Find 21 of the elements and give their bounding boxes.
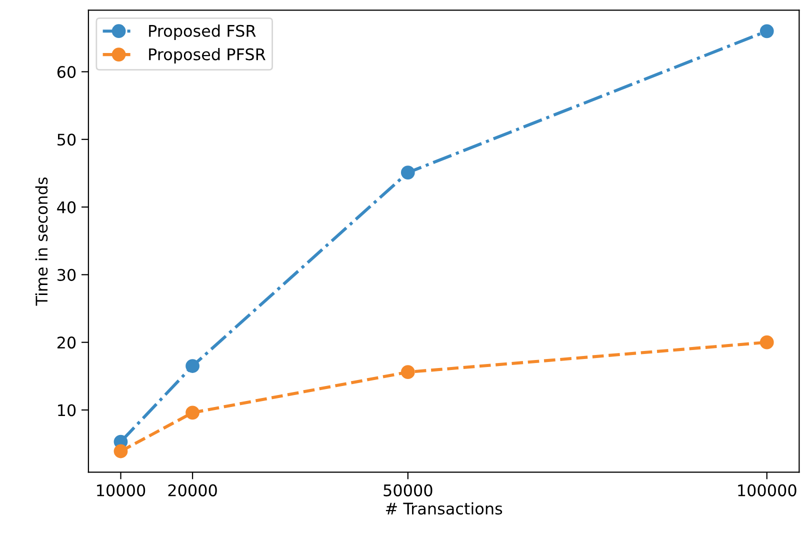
legend-label: Proposed FSR (149, 24, 256, 40)
legend-label: Proposed PFSR (149, 48, 266, 64)
y-tick-label: 60 (57, 66, 76, 78)
y-axis-title: Time in seconds (35, 177, 48, 306)
point (400, 166, 415, 180)
point (760, 335, 774, 350)
y-tick-label: 40 (57, 201, 76, 214)
y-tick-label: 50 (58, 134, 76, 146)
point (400, 365, 415, 380)
x-tick-label: 10000 (97, 484, 146, 496)
x-tick-label: 20000 (168, 484, 217, 496)
y-tick-label: 30 (58, 268, 76, 281)
point (114, 444, 128, 458)
x-tick-label: 100000 (738, 484, 796, 496)
x-tick-label: 50000 (384, 484, 432, 496)
y-tick-label: 10 (58, 404, 76, 416)
point (186, 406, 200, 420)
point (186, 359, 200, 373)
y-tick-label: 20 (57, 336, 76, 349)
point (760, 24, 774, 38)
x-axis-title: # Transactions (386, 502, 502, 515)
